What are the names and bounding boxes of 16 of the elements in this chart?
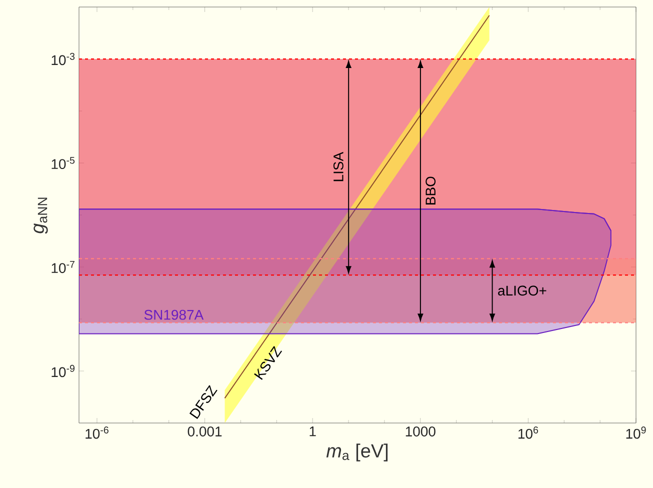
y-axis-title: g$_{aNN}$ [34,198,48,234]
band-label: aLIGO+ [498,286,546,296]
y-tick-label: 10$^{-3}$ [52,52,75,66]
y-tick-label: 10$^{-9}$ [52,364,75,378]
band-label: BBO [426,176,436,204]
y-tick-label: 10$^{-7}$ [52,260,74,274]
y-tick-label: 10$^{-5}$ [52,156,75,170]
x-tick-label: 10$^{9}$ [626,426,646,439]
x-tick-label: 1000 [406,426,436,436]
x-axis-title: m$_{a}$ [eV] [326,444,388,462]
x-tick-label: 10$^{-6}$ [86,426,108,439]
x-tick-label: 10$^{6}$ [518,426,538,439]
text: SN1987A [144,310,204,320]
x-tick-label: 1 [310,426,316,436]
band-label: LISA [333,152,344,182]
x-tick-label: 0.001 [188,426,222,436]
